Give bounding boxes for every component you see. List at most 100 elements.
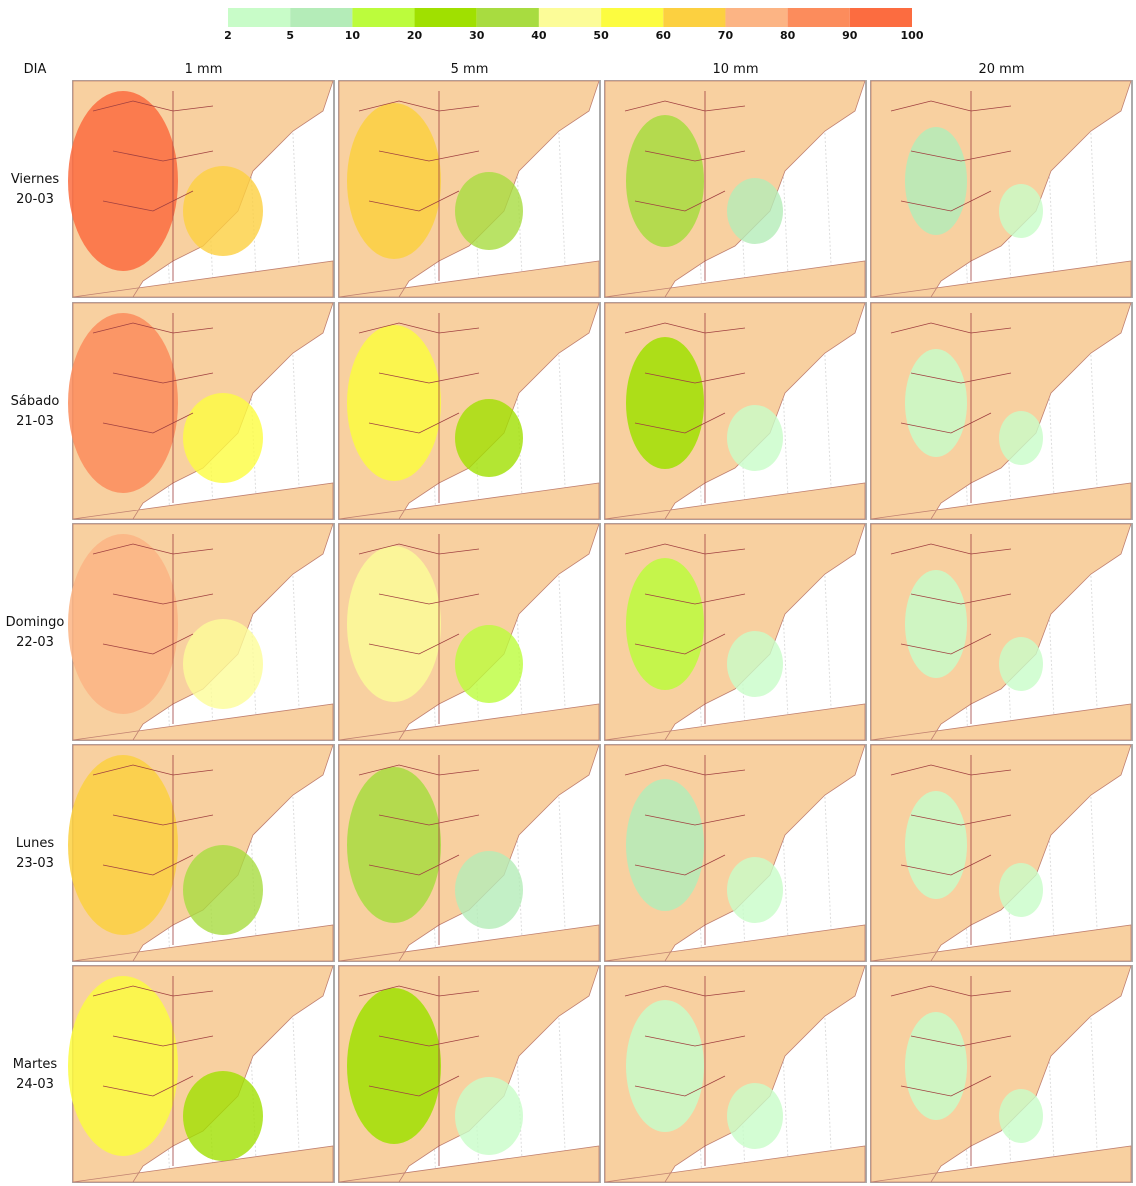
precip-area [727,631,783,697]
precip-area [183,619,263,709]
precip-area [905,349,967,457]
precip-area [727,1083,783,1149]
map-borders [890,534,1012,724]
colorbar-segment [476,8,539,27]
colorbar-tick-label: 90 [842,29,858,42]
colorbar-tick-label: 70 [718,29,734,42]
precip-area [626,1000,704,1132]
colorbar-segment [538,8,602,27]
map-panel [68,80,335,298]
map-panel [870,523,1133,741]
map-panel [68,523,335,741]
colorbar-segment [849,8,912,27]
colorbar-tick-label: 60 [656,29,672,42]
colorbar-segment [787,8,850,27]
map-panel [870,302,1133,520]
precip-area [626,779,704,911]
precip-area [905,1012,967,1120]
precip-area [183,166,263,256]
map-panel [68,744,335,962]
colorbar-segment [228,8,291,27]
column-header: 5 mm [451,62,489,77]
map-borders [624,91,746,281]
map-panel [604,302,867,520]
map-borders [92,755,214,945]
precip-area [999,1089,1043,1143]
colorbar-segment [290,8,353,27]
map-borders [624,755,746,945]
map-panel [604,80,867,298]
colorbar-segment [601,8,664,27]
precip-area [999,184,1043,238]
map-borders [92,313,214,503]
precip-area [905,127,967,235]
map-borders [358,313,480,503]
map-panel [870,80,1133,298]
map-panel [338,523,601,741]
colorbar-tick-label: 100 [901,29,924,42]
colorbar-segment [352,8,415,27]
precip-area [455,399,523,477]
precip-area [347,325,441,481]
colorbar-tick-label: 2 [224,29,232,42]
precip-area [905,791,967,899]
row-day: Sábado [11,394,60,409]
colorbar-tick-label: 50 [593,29,609,42]
precip-area [68,313,178,493]
map-borders [92,976,214,1166]
map-borders [624,313,746,503]
precip-area [183,845,263,935]
map-panel [870,744,1133,962]
map-panel [870,965,1133,1183]
header-label: DIA [24,62,47,77]
map-panel [338,965,601,1183]
row-day: Martes [13,1057,58,1072]
precip-area [626,558,704,690]
map-panel [338,302,601,520]
row-date: 21-03 [16,414,54,429]
precip-area [727,405,783,471]
colorbar-segment [663,8,726,27]
map-panel [68,965,335,1183]
map-borders [890,313,1012,503]
row-date: 24-03 [16,1077,54,1092]
precip-area [183,393,263,483]
column-header: 10 mm [712,62,758,77]
map-borders [890,976,1012,1166]
precip-area [626,337,704,469]
precip-area [347,767,441,923]
map-borders [890,91,1012,281]
map-borders [92,91,214,281]
map-borders [358,534,480,724]
map-panel [604,744,867,962]
precip-area [727,178,783,244]
map-borders [358,91,480,281]
column-header: 20 mm [978,62,1024,77]
precip-area [347,103,441,259]
precip-area [727,857,783,923]
precip-area [68,755,178,935]
row-date: 22-03 [16,635,54,650]
map-borders [92,534,214,724]
precip-area [455,172,523,250]
precip-area [999,411,1043,465]
map-panel [338,744,601,962]
colorbar-tick-label: 40 [531,29,547,42]
precip-area [999,637,1043,691]
precip-area [68,91,178,271]
precip-area [455,1077,523,1155]
map-borders [358,976,480,1166]
precip-area [347,988,441,1144]
precip-area [626,115,704,247]
colorbar-segment [725,8,788,27]
colorbar-tick-label: 10 [345,29,361,42]
map-borders [624,534,746,724]
row-date: 23-03 [16,856,54,871]
precip-area [347,546,441,702]
precip-area [183,1071,263,1161]
precip-area [455,625,523,703]
colorbar-segment [414,8,477,27]
map-borders [890,755,1012,945]
colorbar-tick-label: 80 [780,29,796,42]
